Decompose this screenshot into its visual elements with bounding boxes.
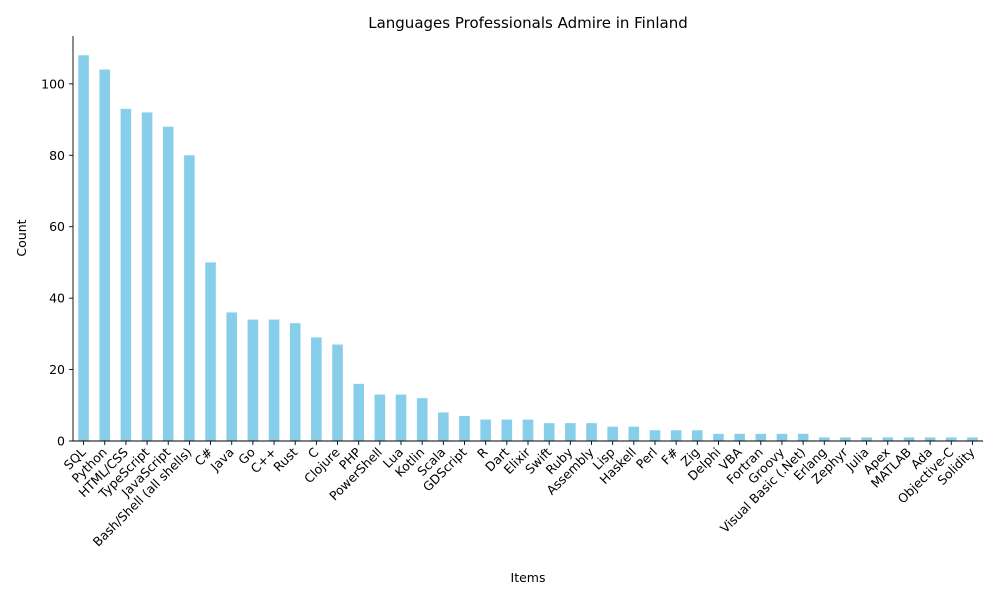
bar	[459, 416, 470, 441]
bar	[565, 423, 576, 441]
bar	[734, 433, 745, 441]
bar	[268, 319, 280, 441]
bar	[205, 262, 216, 441]
bar	[776, 433, 788, 441]
bar	[797, 433, 809, 441]
bar	[840, 437, 851, 441]
bar	[649, 430, 661, 441]
bar	[78, 55, 89, 441]
bar	[162, 126, 174, 442]
bar	[501, 419, 513, 441]
x-tick-label: Perl	[633, 445, 660, 472]
y-tick-label: 80	[49, 148, 65, 163]
bar	[247, 319, 259, 441]
bar	[438, 412, 449, 441]
bar	[543, 423, 555, 441]
x-tick-label: Java	[207, 445, 237, 475]
bar	[395, 394, 407, 441]
bar	[967, 437, 978, 441]
x-tick-label: F#	[658, 445, 681, 468]
y-tick-label: 60	[49, 219, 65, 234]
bar	[416, 398, 428, 441]
bar	[818, 437, 830, 441]
bar	[755, 433, 767, 441]
bar	[903, 437, 915, 441]
bar	[311, 337, 322, 441]
bar	[713, 433, 724, 441]
bar	[670, 430, 682, 441]
bar	[607, 426, 618, 441]
y-axis-label: Count	[14, 219, 29, 256]
bar	[226, 312, 238, 441]
x-axis-label: Items	[511, 570, 546, 585]
bar	[141, 112, 153, 442]
bar	[861, 437, 872, 441]
y-tick-label: 100	[41, 76, 65, 91]
bar	[692, 430, 703, 441]
y-tick-label: 40	[49, 291, 65, 306]
x-tick-label: Rust	[270, 444, 300, 474]
bar	[120, 108, 132, 442]
bar	[99, 69, 111, 441]
bar	[628, 426, 640, 441]
bar	[480, 419, 491, 441]
bar	[353, 383, 364, 441]
chart-title: Languages Professionals Admire in Finlan…	[368, 14, 688, 32]
y-axis: 0 20 40 60 80 100	[41, 76, 73, 449]
y-tick-label: 20	[49, 362, 65, 377]
bar	[945, 437, 957, 441]
bar	[924, 437, 936, 441]
bar	[586, 423, 597, 441]
bar	[522, 419, 534, 441]
y-tick-label: 0	[57, 434, 65, 449]
bar	[374, 394, 386, 441]
bar	[289, 323, 301, 441]
bar	[332, 344, 343, 441]
x-axis: SQLPythonHTML/CSSTypeScriptJavaScriptBas…	[61, 441, 978, 549]
bar	[882, 437, 894, 441]
bar	[184, 155, 195, 442]
bars-group	[78, 55, 978, 442]
